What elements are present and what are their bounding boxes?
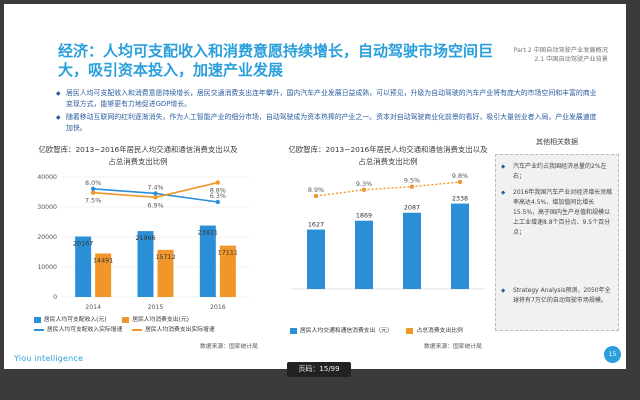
bar-value-label: 20167 [73,239,93,247]
bullet-list: 居民人均可支配收入和消费意愿持续增长，居民交通消费支出连年攀升，国内汽车产业发展… [56,88,601,136]
chart1-source: 数据来源：国家统计局 [200,344,258,350]
line-value-label: 8.9% [308,186,324,194]
slide-title: 经济：人均可支配收入和消费意愿持续增长，自动驾驶市场空间巨大，吸引资本投入，加速… [58,42,494,79]
bar-value-label: 23821 [198,229,218,237]
bar [451,203,469,289]
bullet-item: 居民人均可支配收入和消费意愿持续增长，居民交通消费支出连年攀升，国内汽车产业发展… [56,88,601,110]
bar-value-label: 15712 [155,253,175,261]
y-tick-label: 30000 [37,204,57,211]
bar [95,253,112,297]
line-value-label: 9.8% [452,172,468,180]
y-tick-label: 0 [53,294,57,301]
legend-swatch [290,327,297,334]
chart2: 1627 1869 2087 2338 8.9% 9.3% 9.5% 9.8% [292,172,484,290]
bar [403,212,421,289]
line-value-label: 9.5% [404,177,420,185]
bar-value-label: 1627 [308,221,324,229]
legend-label: 居民人均消费支出实际增速 [145,327,215,333]
y-tick-label: 20000 [37,234,57,241]
bar-value-label: 2087 [404,204,420,212]
legend-label: 居民人均可支配收入(元) [44,317,107,323]
bar-value-label: 21966 [135,234,155,242]
line-point [313,193,319,199]
x-tick-label: 2016 [210,304,226,311]
bullet-item: 随着移动互联网的红利逐渐消失，作为人工智能产业的细分市场，自动驾驶成为资本热捧的… [56,112,601,134]
chart1: 0 10000 20000 30000 40000 2014 20167 14491 2015 2… [37,174,249,311]
side-panel-title: 其他相关数据 [536,138,578,146]
line-point [361,187,367,192]
chart1-legend: 居民人均可支配收入(元) 居民人均消费支出(元) 居民人均可支配收入实际增速 居… [34,315,274,335]
bar [75,236,92,297]
bar-value-label: 2338 [452,195,468,203]
legend-swatch [122,316,130,323]
line-point [215,180,221,185]
section-part: Part.2 中国自动驾驶产业发展概况 [513,47,608,54]
legend-swatch [34,328,44,331]
legend-label: 居民人均消费支出(元) [132,317,189,323]
page-number-badge: 15 [604,346,621,363]
chart2-title: 亿欧智库：2013~2016年居民人均交通和通信消费支出以及占总消费支出比例 [288,145,488,166]
line-point [457,179,463,185]
section-sub: 2.1 中国自动驾驶产业背景 [534,56,608,63]
legend-label: 居民人均交通和通信消费支出（元） [300,328,393,334]
y-tick-label: 10000 [37,264,57,271]
legend-swatch [406,327,414,334]
chart2-legend: 居民人均交通和通信消费支出（元） 占总消费支出比例 [290,326,500,336]
line-point [153,191,158,196]
y-tick-label: 40000 [37,174,57,181]
side-item: 汽车产业约占我国经济总量的2%左右； [501,162,613,182]
bar [199,225,216,297]
side-item: 2016年我国汽车产业对经济增长贡献率高达4.5%，增加值同比增长15.5%，高… [501,188,613,238]
line-value-label: 6.9% [147,201,163,209]
line-point [90,186,96,191]
bar [157,249,174,297]
line-value-label: 8.0% [85,179,101,187]
chart2-source: 数据来源：国家统计局 [424,344,482,350]
line-point [153,195,158,200]
line-value-label: 8.8% [210,187,226,195]
line-value-label: 6.3% [210,192,226,200]
bar-value-label: 1869 [356,212,372,220]
x-tick-label: 2014 [85,304,101,311]
bar-value-label: 17111 [218,249,238,257]
legend-label: 占总消费支出比例 [416,328,463,334]
legend-swatch [34,316,41,323]
legend-swatch [132,328,143,331]
side-item: Strategy Analysis预测，2050年全球将有7万亿的自动驾驶市场规… [501,286,613,306]
bar [219,245,236,297]
section-label: Part.2 中国自动驾驶产业发展概况 2.1 中国自动驾驶产业背景 [488,46,608,64]
chart1-title: 亿欧智库：2013~2016年居民人均交通和通信消费支出以及占总消费支出比例 [38,145,238,166]
bar [137,231,154,297]
bar [355,220,373,289]
brand-logo: Yiou intelligence [14,354,84,363]
bar [307,229,325,289]
line-value-label: 7.4% [147,183,163,191]
line-value-label: 9.3% [356,180,372,188]
bar-value-label: 14491 [93,257,113,265]
line-series [315,181,461,197]
x-tick-label: 2015 [148,304,164,311]
legend-label: 居民人均可支配收入实际增速 [47,327,123,333]
line-point [215,199,221,205]
line-point [90,190,96,195]
line-point [409,184,415,189]
line-value-label: 7.5% [85,197,101,205]
slide: 经济：人均可支配收入和消费意愿持续增长，自动驾驶市场空间巨大，吸引资本投入，加速… [4,4,626,369]
pager-indicator[interactable]: 页码：15/99 [287,362,351,377]
